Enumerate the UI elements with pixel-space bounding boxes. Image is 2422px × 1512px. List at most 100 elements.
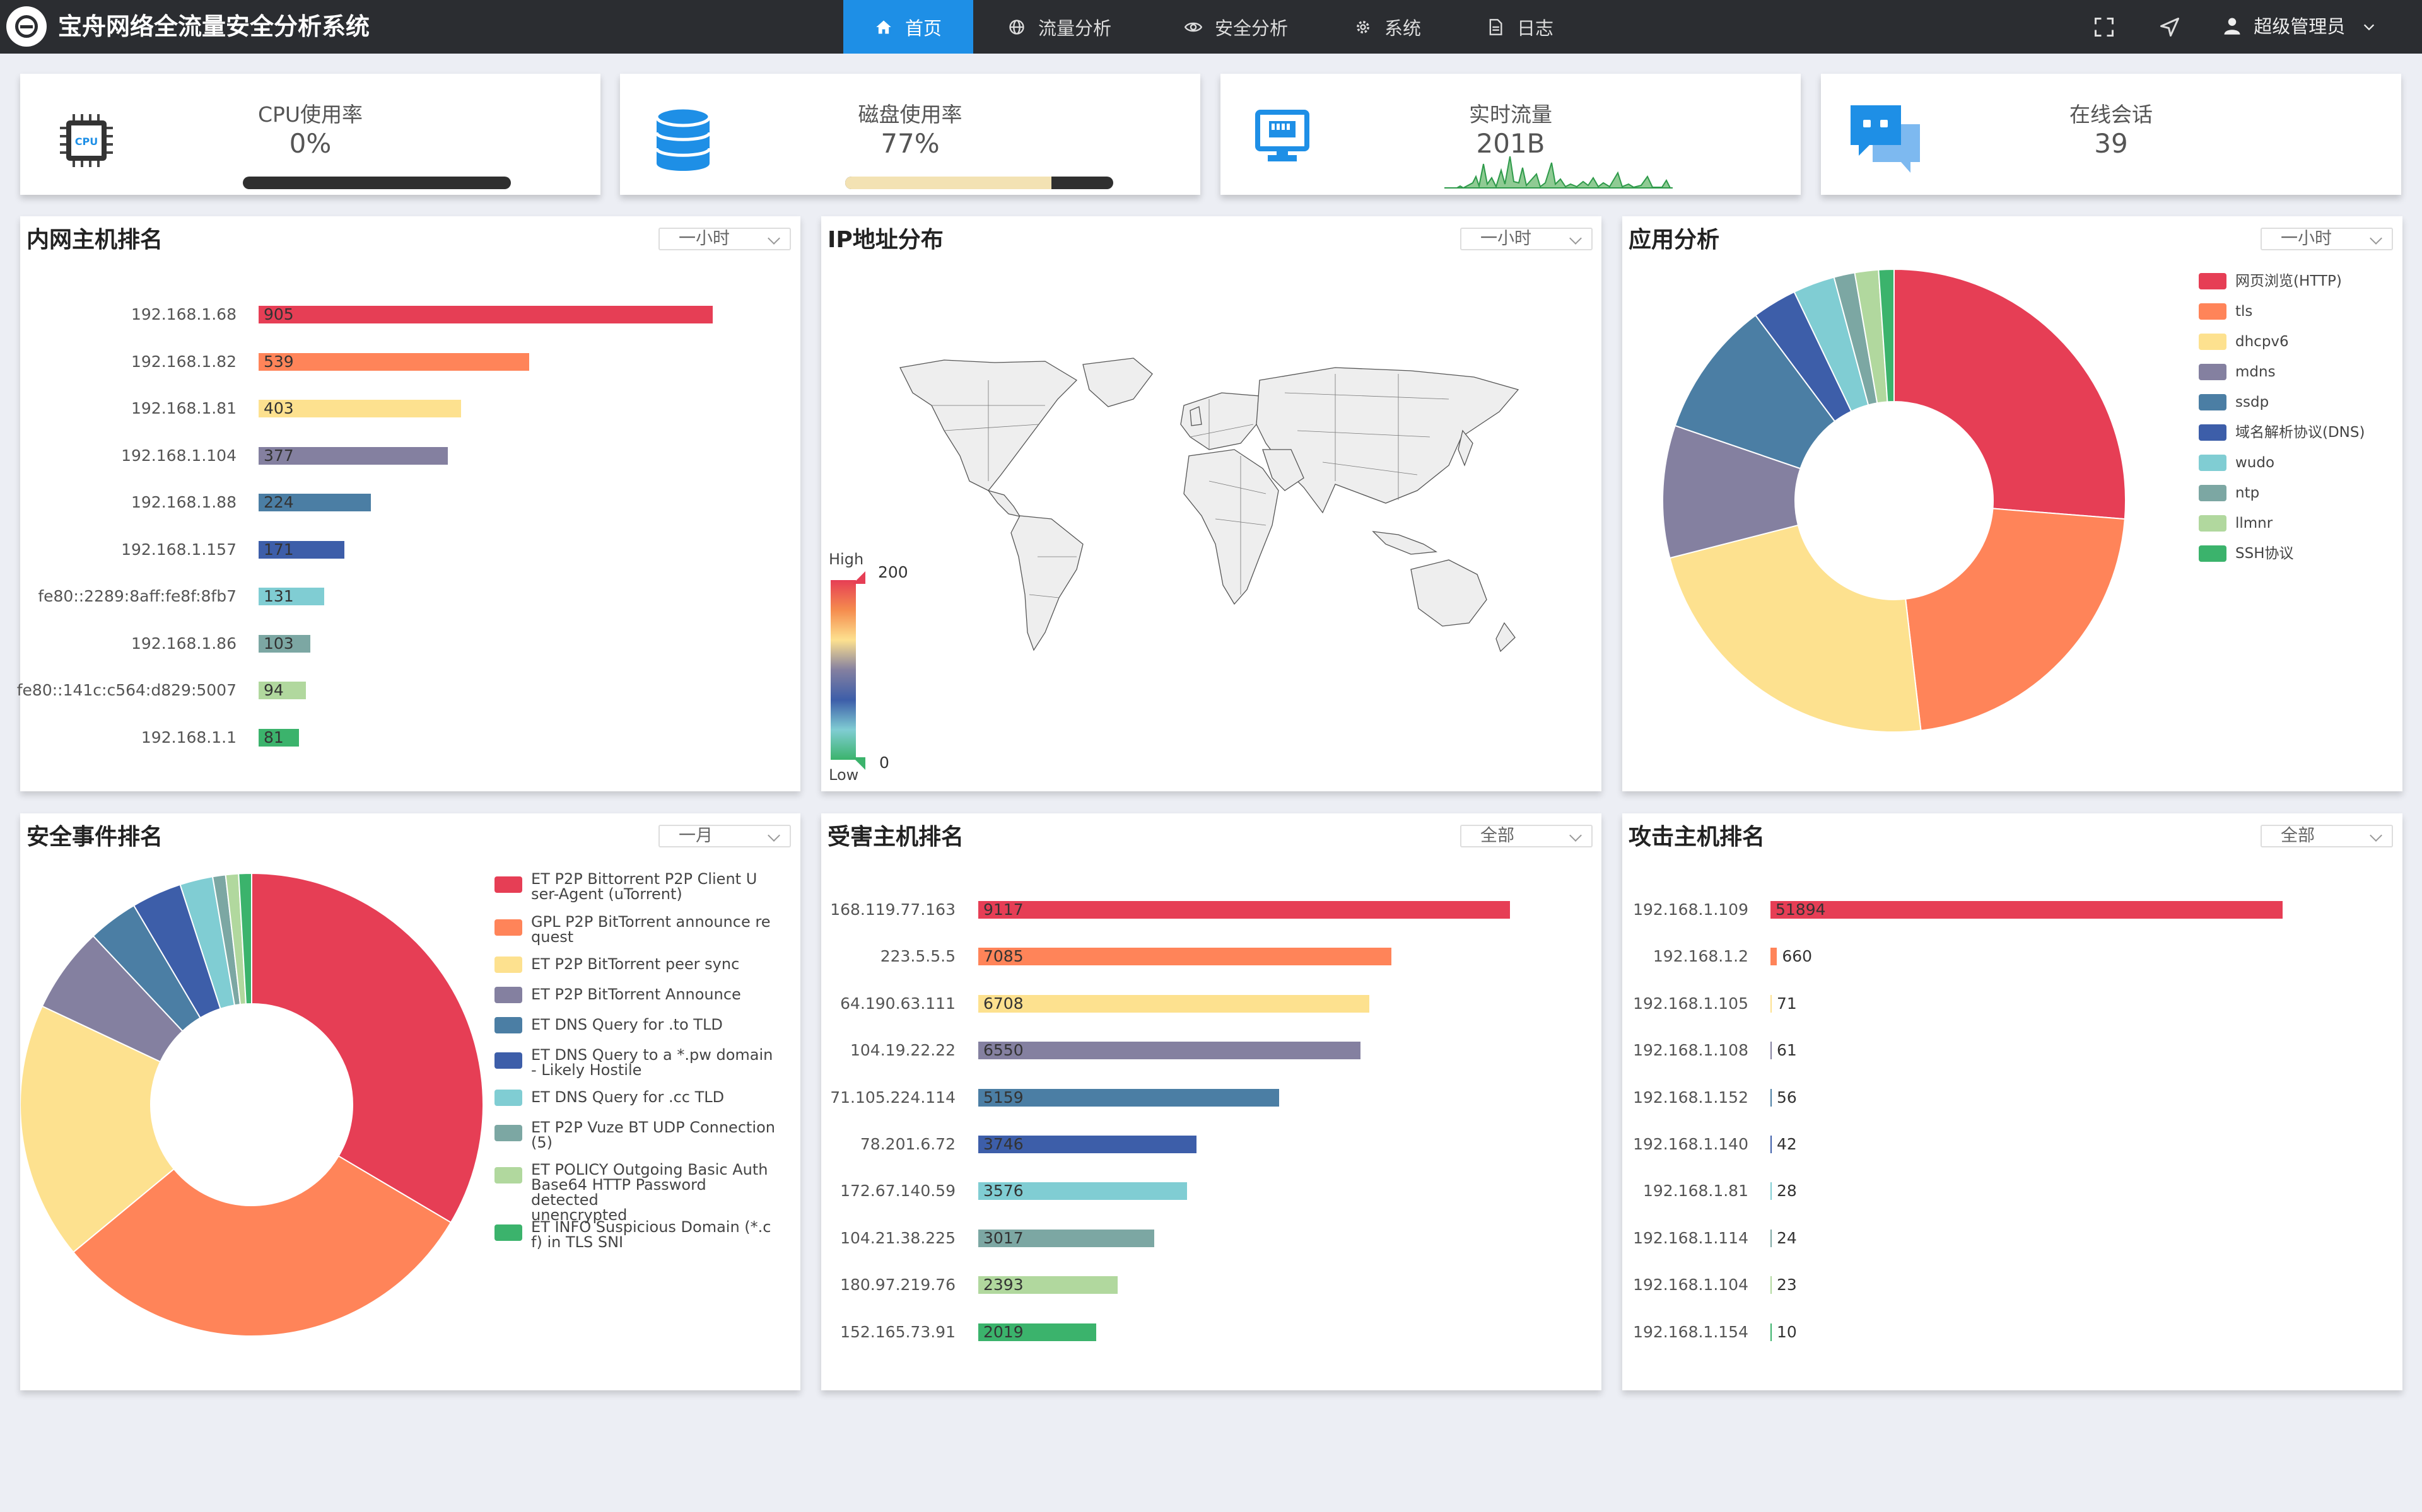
donut-slice[interactable] [1662, 424, 1801, 559]
legend-swatch[interactable] [494, 919, 522, 936]
bar[interactable] [1770, 1088, 1772, 1107]
bar[interactable] [978, 901, 1510, 919]
donut-slice[interactable] [1893, 268, 2126, 520]
legend-label[interactable]: ET P2P BitTorrent Announce [531, 987, 777, 1002]
legend-swatch[interactable] [2199, 364, 2226, 380]
bar[interactable] [1770, 1229, 1772, 1247]
legend-swatch[interactable] [2199, 424, 2226, 441]
legend-swatch[interactable] [494, 1090, 522, 1106]
legend-label[interactable]: SSH协议 [2235, 545, 2294, 562]
legend-swatch[interactable] [494, 1224, 522, 1241]
legend-label[interactable]: ET DNS Query for .to TLD [531, 1017, 777, 1032]
legend-label[interactable]: ntp [2235, 485, 2260, 501]
map-scale-low-handle[interactable] [853, 757, 865, 770]
legend-swatch[interactable] [494, 1017, 522, 1033]
bar[interactable] [1770, 948, 1777, 966]
bar[interactable] [259, 494, 371, 511]
bar[interactable] [259, 588, 325, 605]
bar[interactable] [259, 540, 345, 559]
bar[interactable] [1770, 994, 1772, 1013]
legend-swatch[interactable] [2199, 455, 2226, 471]
legend-label[interactable]: ET INFO Suspicious Domain (*.c f) in TLS … [531, 1219, 777, 1250]
legend-label[interactable]: GPL P2P BitTorrent announce re quest [531, 914, 777, 945]
navigate-arrow-icon[interactable] [2158, 16, 2181, 38]
donut-slice[interactable] [1878, 268, 1895, 403]
nav-system[interactable]: 系统 [1337, 0, 1438, 54]
legend-swatch[interactable] [2199, 485, 2226, 501]
donut-slice[interactable] [72, 1155, 452, 1337]
bar[interactable] [1770, 1323, 1772, 1341]
time-range-select[interactable]: 一小时 [1460, 228, 1593, 250]
legend-label[interactable]: mdns [2235, 364, 2276, 380]
bar[interactable] [259, 446, 448, 465]
donut-slice[interactable] [1669, 524, 1922, 733]
bar[interactable] [978, 1229, 1154, 1247]
donut-slice[interactable] [238, 872, 252, 1005]
map-scale-high-handle[interactable] [853, 571, 865, 584]
bar[interactable] [978, 1323, 1096, 1341]
legend-label[interactable]: ET DNS Query to a *.pw domain - Likely Ho… [531, 1047, 777, 1078]
bar[interactable] [259, 352, 529, 371]
nav-log[interactable]: 日志 [1470, 0, 1571, 54]
legend-label[interactable]: llmnr [2235, 515, 2273, 532]
legend-swatch[interactable] [494, 1052, 522, 1069]
legend-label[interactable]: ET POLICY Outgoing Basic Auth Base64 HTTP… [531, 1162, 777, 1223]
nav-security-analysis[interactable]: 安全分析 [1161, 0, 1312, 54]
legend-swatch[interactable] [494, 1167, 522, 1183]
map-color-scale[interactable] [831, 580, 856, 760]
bar[interactable] [259, 400, 461, 417]
legend-swatch[interactable] [2199, 545, 2226, 562]
legend-swatch[interactable] [2199, 515, 2226, 532]
bar[interactable] [1770, 901, 2283, 919]
legend-swatch[interactable] [494, 957, 522, 973]
donut-slice[interactable] [20, 1005, 175, 1253]
bar[interactable] [978, 1042, 1360, 1060]
user-menu[interactable]: 超级管理员 [2223, 13, 2376, 40]
legend-swatch[interactable] [494, 987, 522, 1003]
time-range-select[interactable]: 一小时 [2261, 228, 2393, 250]
legend-label[interactable]: 网页浏览(HTTP) [2235, 273, 2342, 289]
legend-label[interactable]: ssdp [2235, 394, 2269, 410]
legend-swatch[interactable] [2199, 303, 2226, 320]
nav-traffic-analysis[interactable]: 流量分析 [984, 0, 1135, 54]
fullscreen-icon[interactable] [2093, 16, 2115, 38]
bar[interactable] [978, 1088, 1280, 1107]
legend-label[interactable]: ET P2P BitTorrent peer sync [531, 957, 777, 972]
legend-swatch[interactable] [2199, 334, 2226, 350]
legend-swatch[interactable] [2199, 394, 2226, 410]
legend-swatch[interactable] [494, 876, 522, 893]
bar[interactable] [1770, 1042, 1772, 1060]
legend-label[interactable]: 域名解析协议(DNS) [2235, 424, 2365, 441]
bar[interactable] [259, 682, 306, 699]
bar[interactable] [978, 948, 1392, 966]
donut-slice[interactable] [1905, 508, 2126, 731]
nav-home[interactable]: 首页 [843, 0, 973, 54]
legend-label[interactable]: dhcpv6 [2235, 334, 2289, 350]
legend-label[interactable]: ET DNS Query for .cc TLD [531, 1090, 777, 1105]
bar-value-label: 56 [1777, 1088, 1797, 1107]
time-range-select[interactable]: 一小时 [658, 228, 791, 250]
scope-select[interactable]: 全部 [2261, 825, 2393, 847]
bar[interactable] [1770, 1136, 1772, 1153]
legend-swatch[interactable] [494, 1125, 522, 1141]
scope-select[interactable]: 全部 [1460, 825, 1593, 847]
bar[interactable] [259, 634, 310, 653]
time-range-select[interactable]: 一月 [658, 825, 791, 847]
bar-value-label: 7085 [983, 947, 1024, 966]
bar[interactable] [259, 728, 300, 747]
legend-label[interactable]: wudo [2235, 455, 2275, 471]
legend-label[interactable]: tls [2235, 303, 2253, 320]
bar[interactable] [1770, 1276, 1772, 1294]
legend-label[interactable]: ET P2P Vuze BT UDP Connection (5) [531, 1120, 777, 1150]
bar[interactable] [1770, 1182, 1772, 1201]
bar[interactable] [978, 1136, 1197, 1153]
bar[interactable] [978, 1276, 1118, 1294]
bar[interactable] [978, 994, 1370, 1013]
legend-swatch[interactable] [2199, 273, 2226, 289]
donut-slice[interactable] [251, 872, 484, 1224]
map-asia [1256, 367, 1519, 514]
bar[interactable] [978, 1182, 1187, 1201]
bar[interactable] [259, 306, 713, 323]
bar-category-label: 192.168.1.104 [121, 446, 237, 465]
